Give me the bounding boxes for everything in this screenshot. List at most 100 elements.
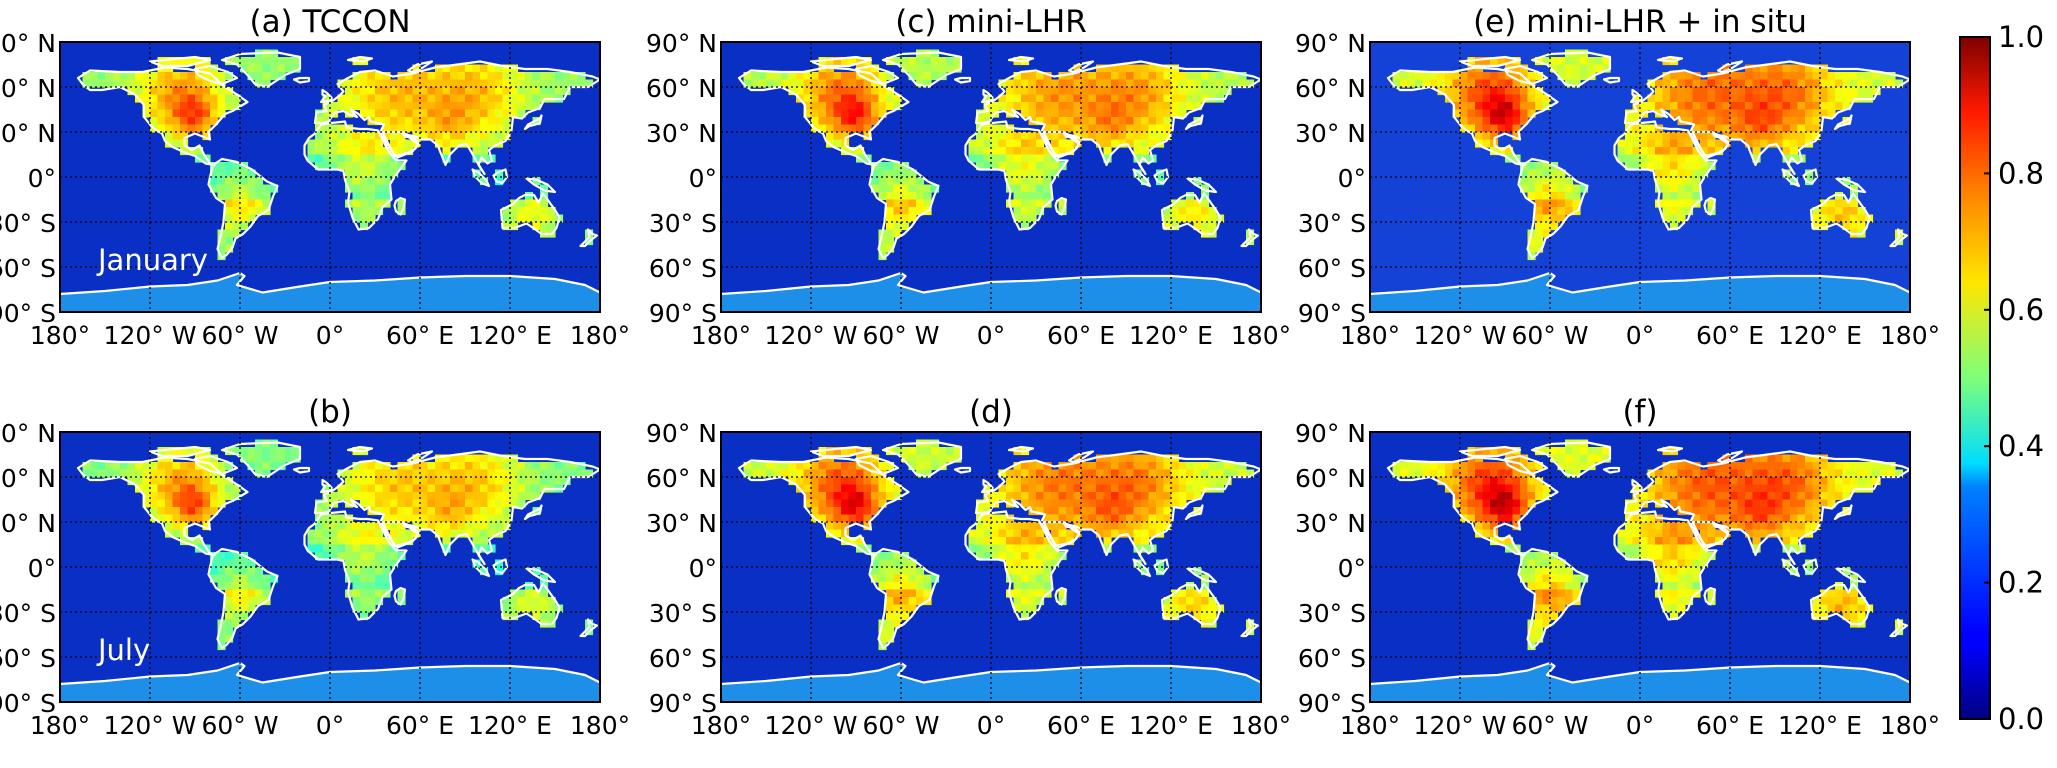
- land-cell: [330, 147, 339, 156]
- land-cell: [180, 522, 189, 531]
- land-cell: [157, 469, 166, 478]
- land-cell: [1178, 199, 1187, 208]
- land-cell: [225, 462, 234, 471]
- land-cell: [240, 57, 249, 66]
- land-cell: [465, 124, 474, 133]
- land-cell: [285, 64, 294, 73]
- land-cell: [472, 484, 481, 493]
- land-cell: [382, 102, 391, 111]
- land-cell: [322, 124, 331, 133]
- land-cell: [1745, 79, 1754, 88]
- land-cell: [420, 522, 429, 531]
- land-cell: [1133, 507, 1142, 516]
- land-cell: [480, 462, 489, 471]
- land-cell: [826, 447, 835, 456]
- land-cell: [1730, 117, 1739, 126]
- land-cell: [1542, 207, 1551, 216]
- land-cell: [1497, 117, 1506, 126]
- land-cell: [442, 154, 451, 163]
- land-cell: [262, 582, 271, 591]
- land-cell: [1820, 94, 1829, 103]
- land-cell: [382, 499, 391, 508]
- land-cell: [826, 57, 835, 66]
- land-cell: [826, 492, 835, 501]
- land-cell: [916, 447, 925, 456]
- land-cell: [1066, 469, 1075, 478]
- land-cell: [1812, 604, 1821, 613]
- land-cell: [1133, 124, 1142, 133]
- land-cell: [540, 87, 549, 96]
- land-cell: [532, 604, 541, 613]
- land-cell: [1193, 604, 1202, 613]
- land-cell: [1520, 87, 1529, 96]
- land-cell: [472, 72, 481, 81]
- land-cell: [1797, 64, 1806, 73]
- land-cell: [1452, 484, 1461, 493]
- land-cell: [180, 94, 189, 103]
- land-cell: [195, 477, 204, 486]
- land-cell: [187, 537, 196, 546]
- land-cell: [1028, 199, 1037, 208]
- land-cell: [1193, 79, 1202, 88]
- land-cell: [1036, 154, 1045, 163]
- land-cell: [1171, 604, 1180, 613]
- land-cell: [1238, 469, 1247, 478]
- land-cell: [577, 462, 586, 471]
- land-cell: [1805, 79, 1814, 88]
- land-cell: [1752, 462, 1761, 471]
- land-cell: [998, 94, 1007, 103]
- land-cell: [1036, 79, 1045, 88]
- land-cell: [405, 87, 414, 96]
- land-cell: [1156, 94, 1165, 103]
- coastline-iceland: [953, 76, 972, 84]
- land-cell: [1103, 87, 1112, 96]
- land-cell: [1580, 462, 1589, 471]
- land-cell: [90, 469, 99, 478]
- land-cell: [1021, 154, 1030, 163]
- land-cell: [1452, 499, 1461, 508]
- land-cell: [472, 94, 481, 103]
- land-cell: [803, 94, 812, 103]
- land-cell: [1238, 72, 1247, 81]
- land-cell: [1096, 132, 1105, 141]
- land-cell: [1647, 514, 1656, 523]
- land-cell: [450, 132, 459, 141]
- land-cell: [210, 64, 219, 73]
- land-cell: [1895, 79, 1904, 88]
- land-cell: [240, 559, 249, 568]
- land-cell: [1512, 132, 1521, 141]
- land-cell: [1505, 147, 1514, 156]
- land-cell: [195, 537, 204, 546]
- land-cell: [1677, 492, 1686, 501]
- coastline-arabia: [1691, 520, 1730, 548]
- land-cell: [202, 109, 211, 118]
- land-cell: [375, 154, 384, 163]
- land-cell: [1730, 507, 1739, 516]
- land-cell: [345, 102, 354, 111]
- land-cell: [1707, 477, 1716, 486]
- land-cell: [863, 102, 872, 111]
- land-cell: [916, 589, 925, 598]
- land-cell: [1021, 79, 1030, 88]
- land-cell: [1043, 477, 1052, 486]
- land-cell: [1730, 102, 1739, 111]
- land-cell: [1482, 447, 1491, 456]
- lon-tick-label: 180°: [1340, 711, 1400, 740]
- land-cell: [1880, 79, 1889, 88]
- land-cell: [1782, 462, 1791, 471]
- land-cell: [811, 102, 820, 111]
- land-cell: [826, 499, 835, 508]
- land-cell: [210, 79, 219, 88]
- land-cell: [195, 499, 204, 508]
- land-cell: [1760, 124, 1769, 133]
- land-cell: [1602, 64, 1611, 73]
- land-cell: [886, 207, 895, 216]
- land-cell: [330, 514, 339, 523]
- land-cell: [916, 567, 925, 576]
- land-cell: [1752, 147, 1761, 156]
- land-cell: [157, 72, 166, 81]
- land-cell: [472, 559, 481, 568]
- land-cell: [382, 582, 391, 591]
- land-cell: [232, 484, 241, 493]
- land-cell: [195, 102, 204, 111]
